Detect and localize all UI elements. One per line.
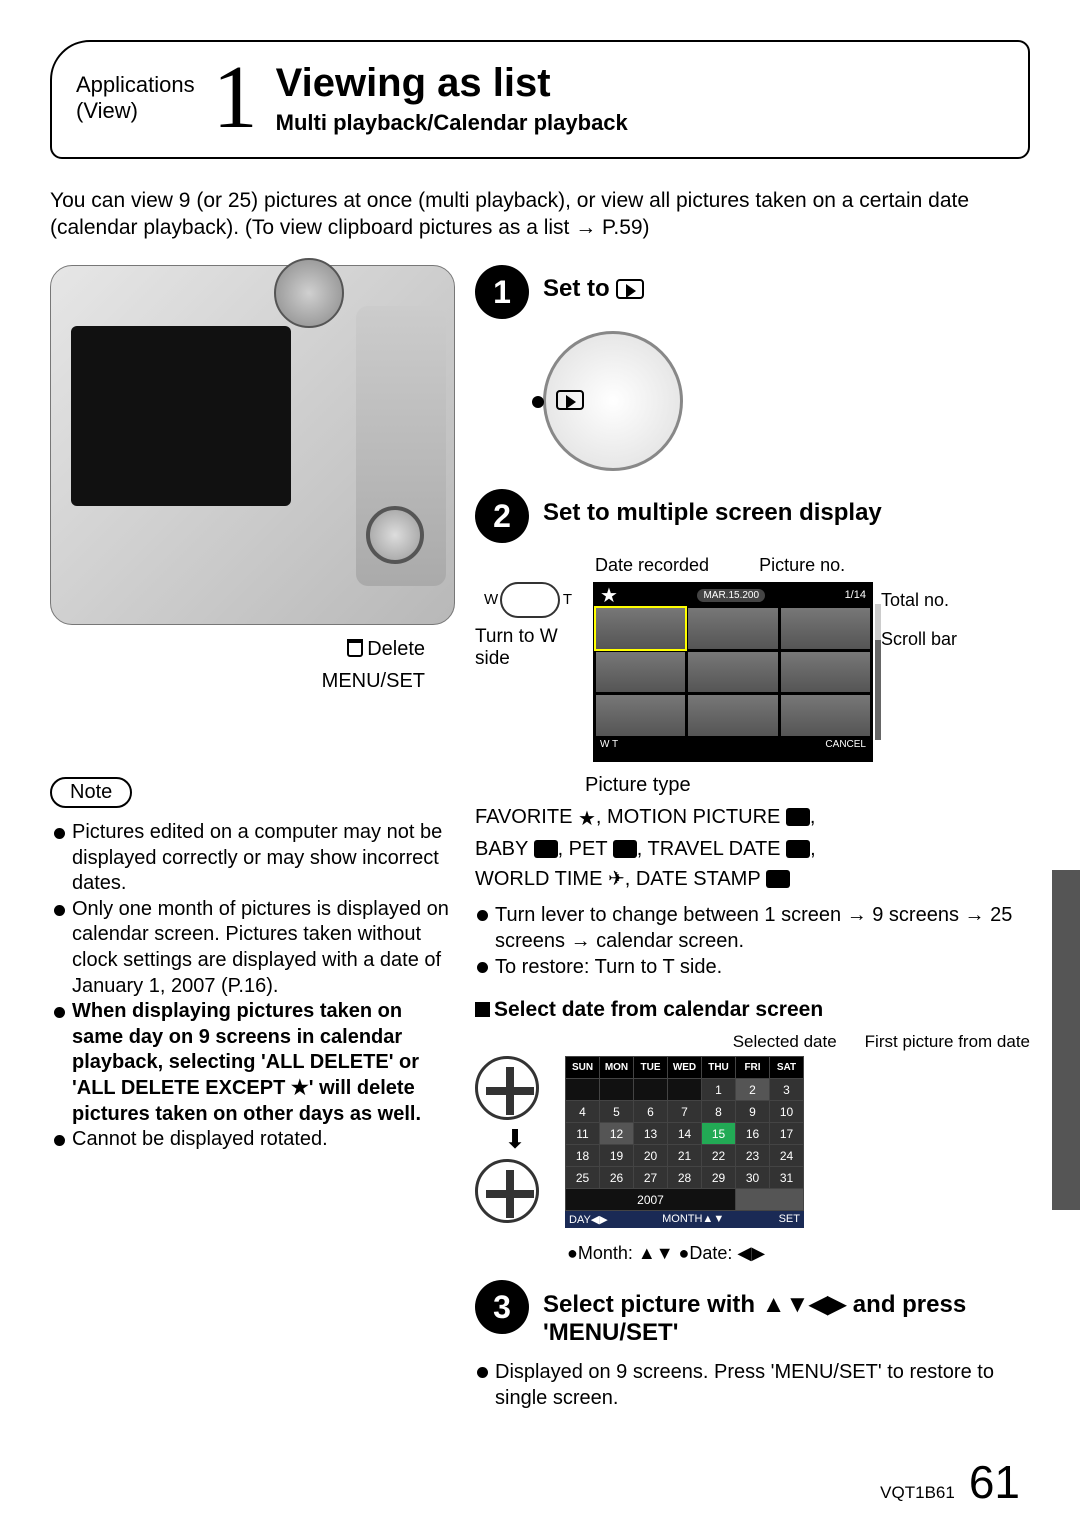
calendar-legend: ●Month: ▲▼ ●Date: ◀▶ xyxy=(567,1243,1030,1264)
wt-lever-figure: Turn to W side xyxy=(475,582,585,762)
step-2-number: 2 xyxy=(475,489,529,543)
multi-playback-screen: ★ MAR.15.200 1/14 W TCANCEL xyxy=(593,582,873,762)
section-number: 1 xyxy=(207,60,264,137)
step-2-title: Set to multiple screen display xyxy=(543,499,882,527)
playback-icon xyxy=(556,390,584,410)
step-1-title: Set to xyxy=(543,275,644,303)
calendar-annotations: Selected date First picture from date xyxy=(475,1032,1030,1052)
travel-date-icon xyxy=(786,840,810,858)
motion-picture-icon xyxy=(786,808,810,826)
trash-icon xyxy=(347,639,363,657)
note-item: Pictures edited on a computer may not be… xyxy=(50,820,455,897)
right-callouts: Total no. Scroll bar xyxy=(881,582,971,762)
world-time-icon: ✈ xyxy=(608,868,625,890)
note-item: When displaying pictures taken on same d… xyxy=(50,999,455,1127)
dpad-icon xyxy=(475,1159,539,1223)
camera-illustration xyxy=(50,265,455,625)
dpad-icon xyxy=(475,1056,539,1120)
mode-dial-illustration xyxy=(543,331,683,471)
dpad-column: ⬇ xyxy=(475,1056,555,1237)
intro-text: You can view 9 (or 25) pictures at once … xyxy=(50,187,1030,242)
note-list: Pictures edited on a computer may not be… xyxy=(50,820,455,1153)
camera-callouts: Delete MENU/SET xyxy=(50,633,455,697)
note-item: Only one month of pictures is displayed … xyxy=(50,897,455,999)
step-2-bullets: Turn lever to change between 1 screen → … xyxy=(475,902,1030,980)
calendar-screen: SUNMONTUEWEDTHUFRISAT 123 45678910 11121… xyxy=(565,1056,804,1237)
page-title: Viewing as list xyxy=(276,61,628,106)
page-subtitle: Multi playback/Calendar playback xyxy=(276,110,628,136)
category-label: Applications (View) xyxy=(76,72,195,125)
pet-icon xyxy=(613,840,637,858)
step-3-title: Select picture with ▲▼◀▶ and press 'MENU… xyxy=(543,1290,1030,1347)
playback-icon xyxy=(616,279,644,299)
page-footer: VQT1B61 61 xyxy=(880,1455,1020,1509)
date-stamp-icon xyxy=(766,870,790,888)
step-1-number: 1 xyxy=(475,265,529,319)
section-tab xyxy=(1052,870,1080,1210)
note-label: Note xyxy=(50,777,132,808)
step-3-bullets: Displayed on 9 screens. Press 'MENU/SET'… xyxy=(475,1359,1030,1411)
header-box: Applications (View) 1 Viewing as list Mu… xyxy=(50,40,1030,159)
top-callouts: Date recorded Picture no. xyxy=(595,555,1030,582)
step-3-number: 3 xyxy=(475,1280,529,1334)
calendar-subhead: Select date from calendar screen xyxy=(475,998,1030,1022)
baby-icon xyxy=(534,840,558,858)
note-item: Cannot be displayed rotated. xyxy=(50,1127,455,1153)
picture-type-block: Picture type FAVORITE ★, MOTION PICTURE … xyxy=(475,772,1030,894)
